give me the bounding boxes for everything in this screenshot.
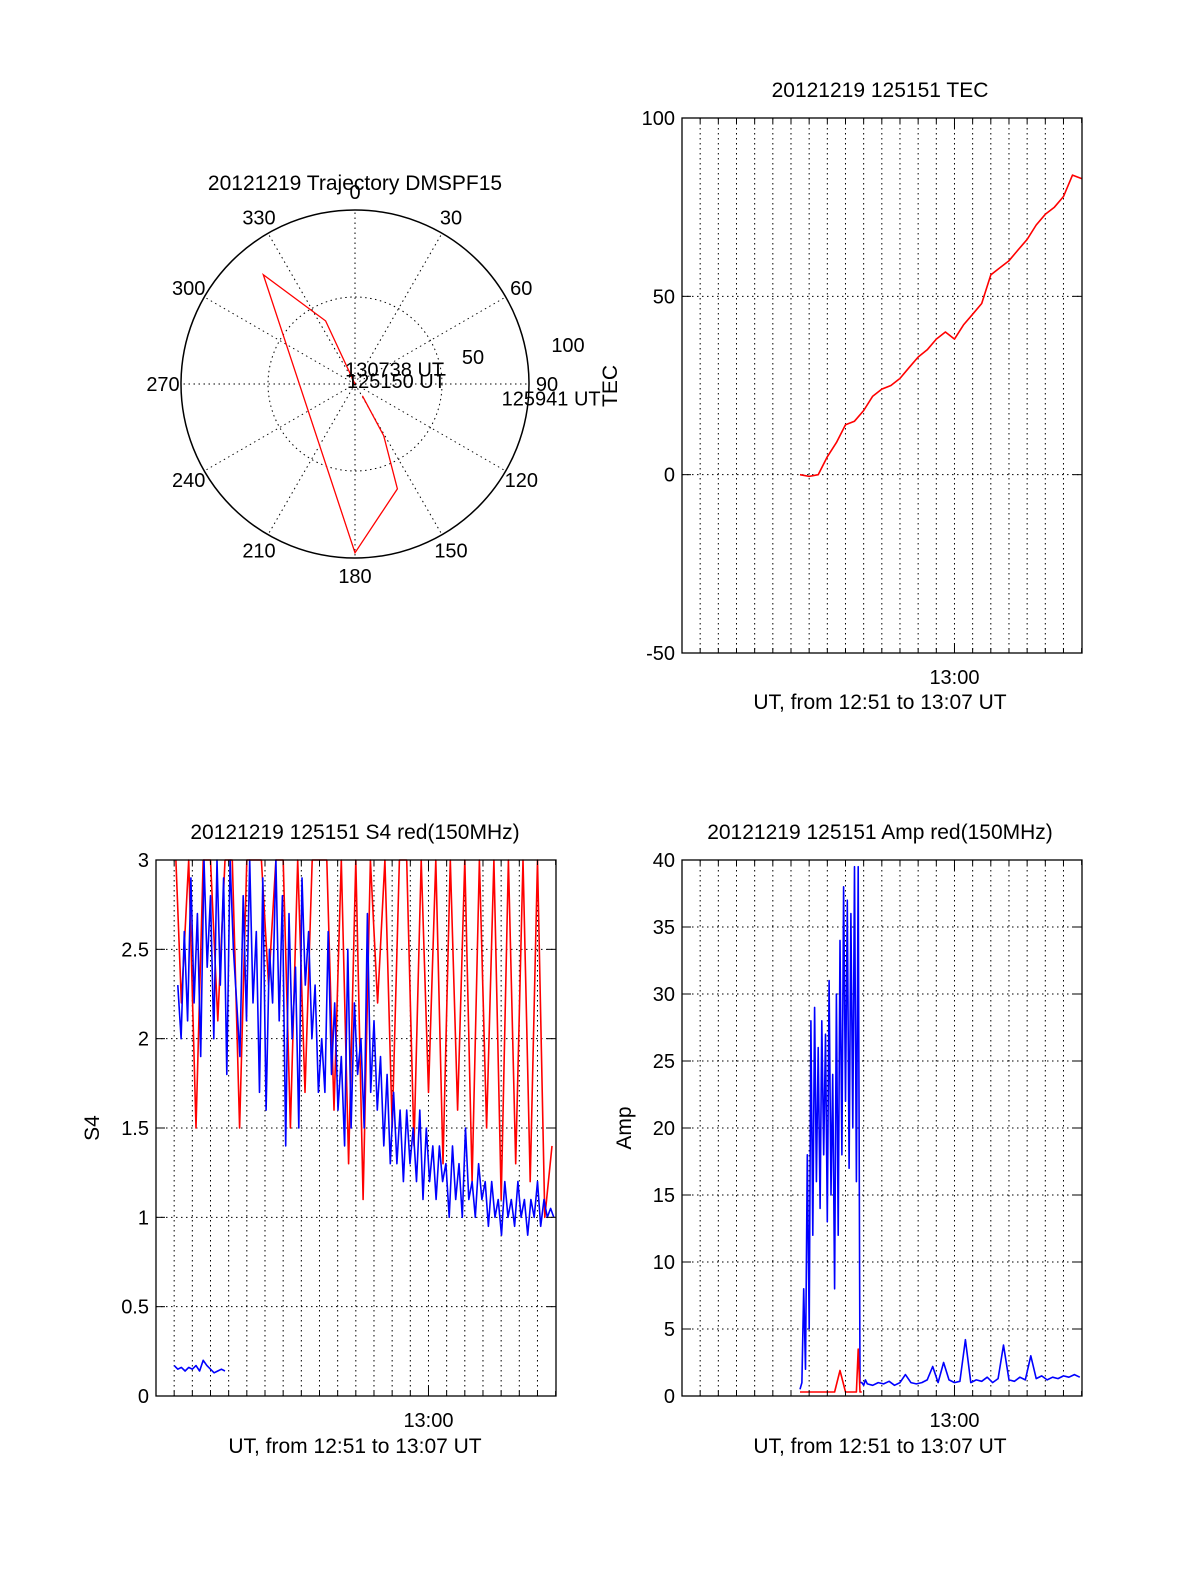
polar-annotations: 130738 UT 125941 UT 125150 UT [345, 360, 600, 411]
y-tick-label: 5 [664, 1319, 675, 1341]
y-tick-label: 40 [653, 850, 675, 872]
polar-angle-label: 60 [510, 278, 532, 300]
polar-spoke [354, 383, 443, 535]
polar-angle-label: 300 [172, 278, 205, 300]
polar-trajectory [262, 272, 399, 555]
y-tick-label: 100 [642, 108, 675, 130]
s4-chart: 20121219 125151 S4 red(150MHz) 0 0.5 1 1.5 2… [81, 821, 557, 1458]
y-tick-label: 0 [664, 465, 675, 487]
polar-inner-ring [267, 296, 443, 472]
x-tick-label: 13:00 [403, 1410, 453, 1432]
polar-radial-label: 50 [462, 347, 484, 369]
amp-ylabel: Amp [613, 1106, 636, 1149]
y-tick-label: 20 [653, 1118, 675, 1140]
polar-spoke [204, 296, 356, 385]
polar-spoke [267, 233, 356, 385]
polar-grid [180, 209, 530, 559]
polar-spoke [354, 296, 506, 385]
polar-trajectory-chart: 20121219 Trajectory DMSPF15 0 30 60 90 120 15… [146, 172, 600, 588]
tec-chart: 20121219 125151 TEC -50 0 50 100 13:00 UT, f… [599, 79, 1083, 714]
series-line-0 [799, 865, 1081, 1390]
polar-angle-label: 90 [536, 374, 558, 396]
polar-angle-label: 120 [505, 470, 538, 492]
polar-spoke [204, 383, 356, 472]
y-tick-label: 2.5 [121, 939, 149, 961]
s4-plot-area: 0 0.5 1 1.5 2 2.5 3 13:00 [121, 850, 557, 1432]
tec-plot-area: -50 0 50 100 13:00 [642, 108, 1083, 689]
series-line-0 [175, 859, 553, 1219]
polar-angle-labels: 0 30 60 90 120 150 180 210 240 270 300 330 [146, 182, 558, 588]
y-tick-label: 3 [138, 850, 149, 872]
polar-angle-label: 180 [338, 566, 371, 588]
polar-angle-label: 330 [242, 208, 275, 230]
polar-spoke [354, 233, 443, 385]
tec-ylabel: TEC [599, 365, 622, 407]
amp-title: 20121219 125151 Amp red(150MHz) [707, 821, 1053, 844]
y-tick-label: 1.5 [121, 1118, 149, 1140]
polar-spoke [267, 383, 356, 535]
y-tick-label: 25 [653, 1051, 675, 1073]
polar-angle-label: 270 [146, 374, 179, 396]
polar-annotation: 125941 UT [502, 388, 601, 410]
polar-radial-labels: 50 100 [462, 335, 585, 369]
s4-title: 20121219 125151 S4 red(150MHz) [190, 821, 519, 844]
polar-outer-ring [180, 209, 530, 559]
y-tick-label: 10 [653, 1252, 675, 1274]
y-tick-label: -50 [646, 643, 675, 665]
y-tick-label: 15 [653, 1185, 675, 1207]
x-tick-label: 13:00 [929, 1410, 979, 1432]
y-tick-label: 1 [138, 1207, 149, 1229]
polar-annotation: 125150 UT [347, 371, 446, 393]
series-line-1 [177, 859, 555, 1236]
series-line-2 [173, 1359, 226, 1374]
amp-xlabel: UT, from 12:51 to 13:07 UT [753, 1435, 1006, 1458]
tec-xlabel: UT, from 12:51 to 13:07 UT [753, 691, 1006, 714]
amp-plot-area: 0 5 10 15 20 25 30 35 40 13:00 [653, 850, 1083, 1432]
y-tick-label: 0.5 [121, 1297, 149, 1319]
grid-lines [682, 860, 1082, 1396]
polar-annotation: 130738 UT [345, 360, 444, 382]
amp-chart: 20121219 125151 Amp red(150MHz) 0 5 10 15 20… [613, 821, 1083, 1458]
polar-angle-label: 30 [440, 208, 462, 230]
polar-angle-label: 150 [434, 540, 467, 562]
polar-spoke [354, 383, 506, 472]
polar-trajectory-line [262, 272, 399, 555]
y-tick-label: 0 [664, 1386, 675, 1408]
y-tick-label: 35 [653, 917, 675, 939]
polar-radial-label: 100 [551, 335, 584, 357]
s4-xlabel: UT, from 12:51 to 13:07 UT [228, 1435, 481, 1458]
y-tick-label: 50 [653, 286, 675, 308]
grid-lines [682, 118, 1082, 653]
polar-angle-label: 0 [349, 182, 360, 204]
tec-title: 20121219 125151 TEC [772, 79, 989, 102]
polar-angle-label: 210 [242, 540, 275, 562]
y-tick-label: 0 [138, 1386, 149, 1408]
y-tick-label: 2 [138, 1029, 149, 1051]
s4-ylabel: S4 [81, 1115, 104, 1141]
polar-title: 20121219 Trajectory DMSPF15 [208, 172, 502, 195]
polar-angle-label: 240 [172, 470, 205, 492]
x-tick-label: 13:00 [929, 667, 979, 689]
series-line-0 [799, 174, 1082, 478]
y-tick-label: 30 [653, 984, 675, 1006]
